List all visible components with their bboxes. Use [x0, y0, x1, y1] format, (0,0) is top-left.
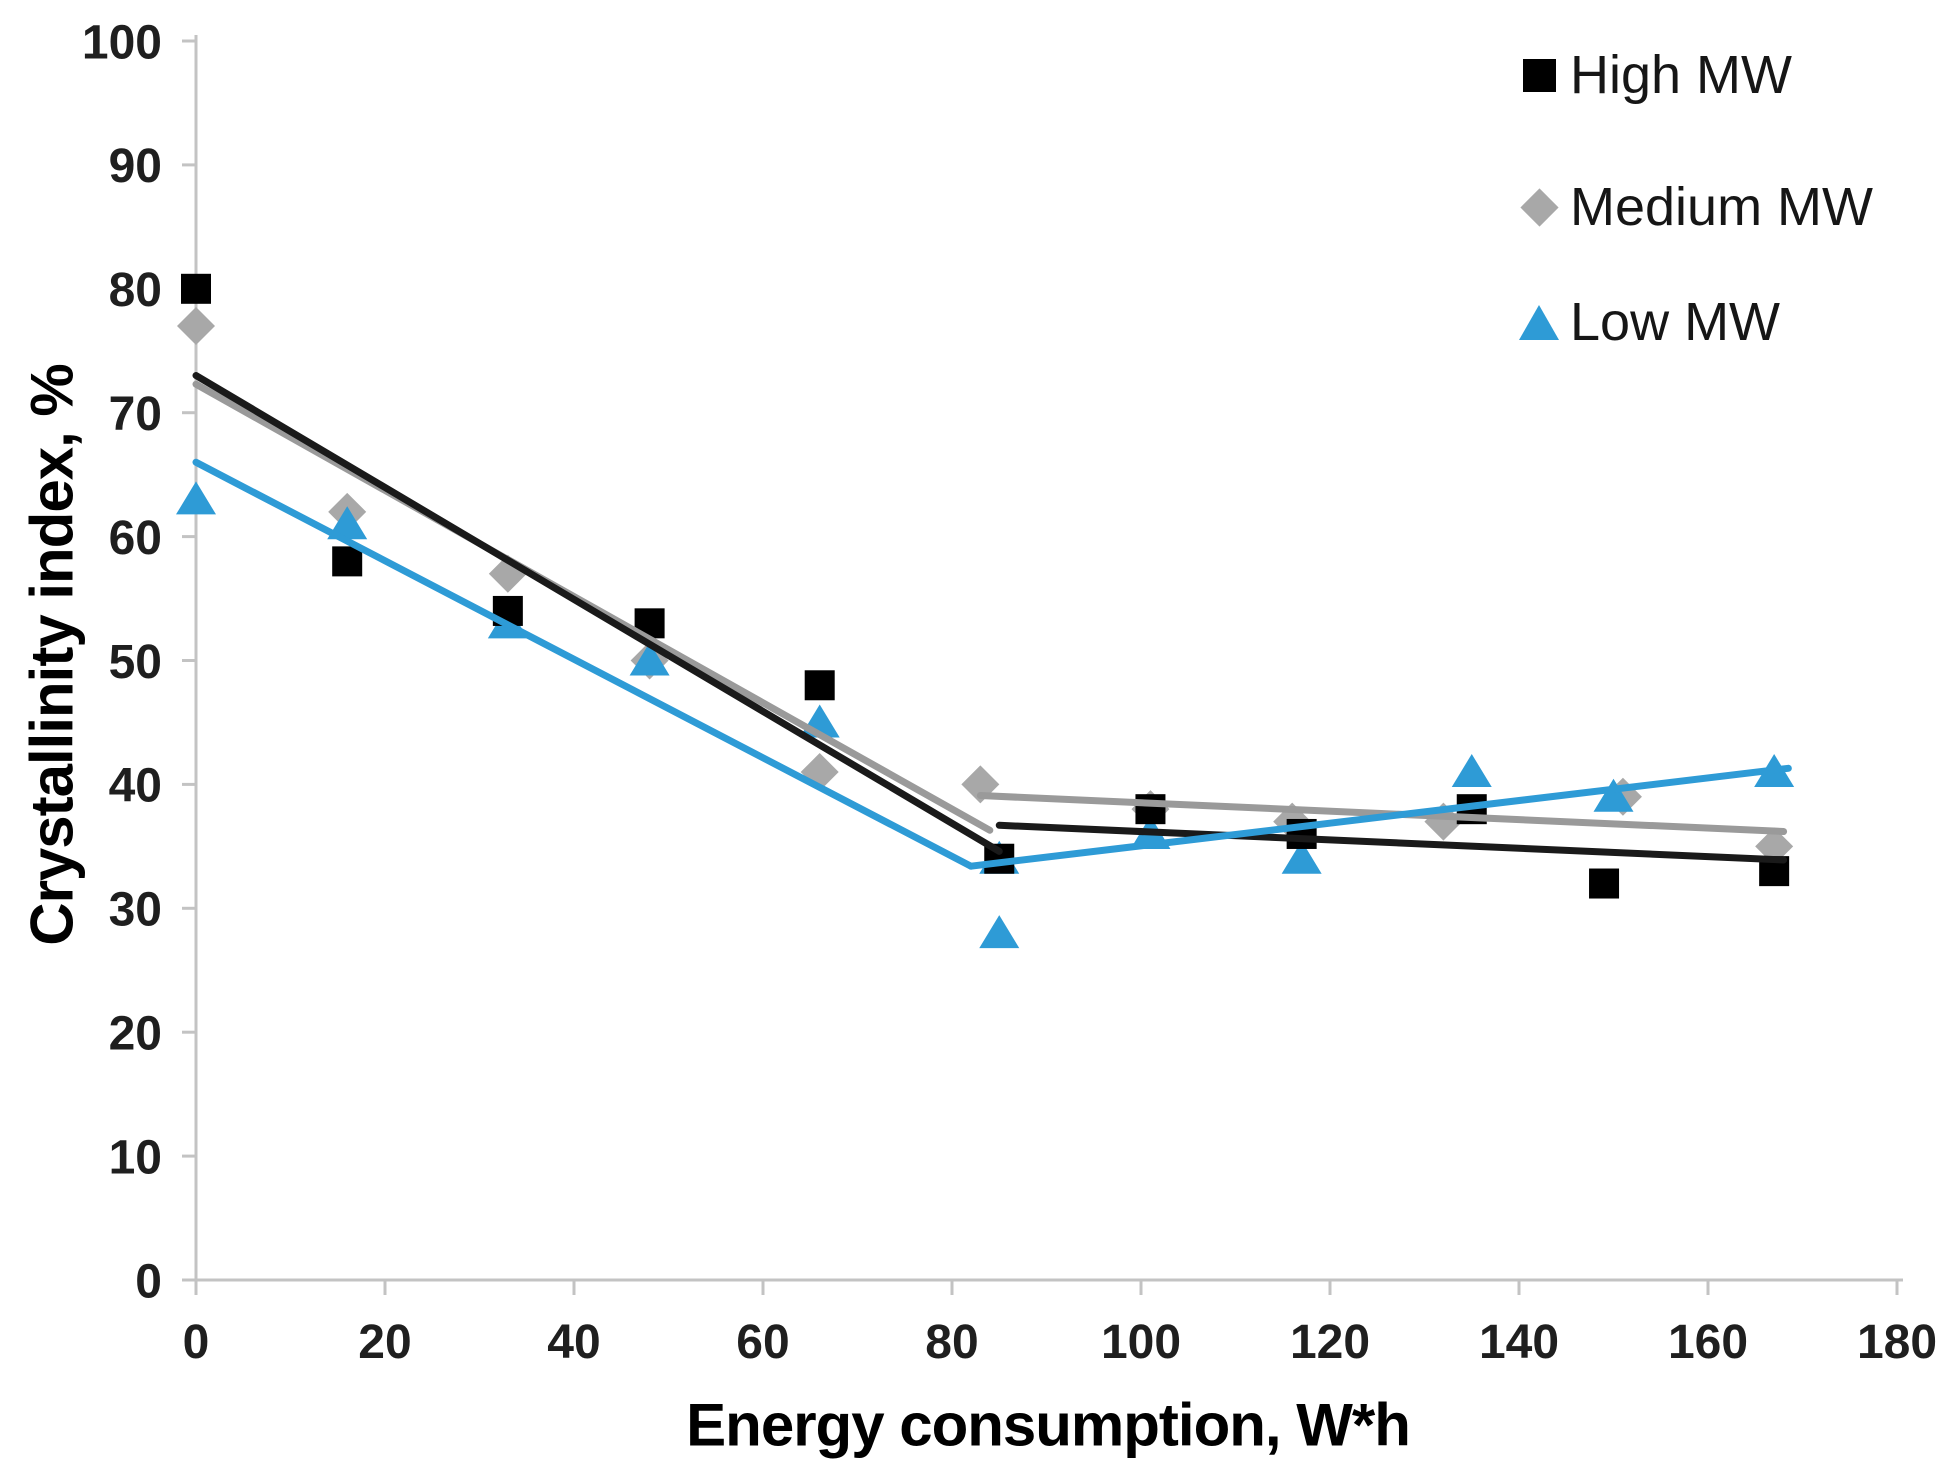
- triangle-marker: [629, 642, 670, 676]
- trend-lines-low-mw: [192, 458, 1792, 870]
- y-tick-label: 40: [109, 760, 162, 813]
- trend-line: [192, 458, 975, 870]
- diamond-marker-icon: [1516, 187, 1562, 227]
- y-tick-label: 0: [135, 1255, 162, 1308]
- axes: 0 10 20 30 40 50 60 70 80 90 100 0 20 40 60 80 100 120 140…: [82, 16, 1937, 1369]
- square-marker: [332, 546, 363, 577]
- triangle-marker: [176, 481, 216, 515]
- square-marker: [1589, 868, 1620, 899]
- legend-item-low-mw: Low MW: [1516, 290, 1780, 354]
- square-marker-icon: [1516, 58, 1562, 92]
- x-tick-label: 0: [183, 1316, 210, 1369]
- x-tick-label: 60: [736, 1316, 789, 1369]
- triangle-marker: [327, 506, 368, 540]
- y-tick-label: 80: [109, 264, 162, 317]
- triangle-marker: [1593, 778, 1634, 812]
- legend-label: Medium MW: [1570, 177, 1874, 237]
- triangle-marker: [1451, 754, 1492, 788]
- x-tick-label: 180: [1857, 1316, 1937, 1369]
- y-tick-label: 90: [109, 140, 162, 193]
- x-tick-label: 40: [547, 1316, 600, 1369]
- series-markers-high-mw: [181, 273, 1790, 899]
- square-marker: [181, 273, 211, 304]
- x-tick-label: 140: [1479, 1316, 1559, 1369]
- y-tick-label: 60: [109, 512, 162, 565]
- y-tick-label: 10: [109, 1131, 162, 1184]
- x-tick-label: 100: [1101, 1316, 1181, 1369]
- square-marker: [804, 670, 835, 701]
- y-tick-label: 100: [82, 16, 162, 69]
- triangle-marker: [1281, 840, 1322, 874]
- square-marker: [1135, 794, 1166, 825]
- x-tick-label: 80: [925, 1316, 978, 1369]
- x-axis-title: Energy consumption, W*h: [686, 1391, 1411, 1459]
- series-markers-low-mw: [176, 481, 1795, 949]
- triangle-marker: [979, 915, 1020, 949]
- trend-lines-medium-mw: [192, 380, 1788, 835]
- y-tick-label: 70: [109, 388, 162, 441]
- triangle-marker-icon: [1516, 304, 1562, 340]
- trend-lines-high-mw: [192, 372, 1788, 864]
- legend-label: Low MW: [1570, 292, 1781, 352]
- y-tick-label: 30: [109, 884, 162, 937]
- legend-item-high-mw: High MW: [1516, 43, 1792, 107]
- legend-label: High MW: [1570, 45, 1793, 105]
- series-markers-medium-mw: [177, 306, 1794, 866]
- trend-line: [995, 821, 1788, 864]
- trend-line: [192, 372, 1003, 855]
- x-tick-label: 20: [358, 1316, 411, 1369]
- x-tick-label: 160: [1668, 1316, 1748, 1369]
- y-tick-label: 50: [109, 636, 162, 689]
- diamond-marker: [177, 306, 215, 345]
- x-tick-label: 120: [1290, 1316, 1370, 1369]
- trend-line: [967, 764, 1792, 870]
- y-axis-title: Crystallinity index, %: [18, 364, 86, 946]
- legend-item-medium-mw: Medium MW: [1516, 175, 1873, 239]
- y-tick-label: 20: [109, 1007, 162, 1060]
